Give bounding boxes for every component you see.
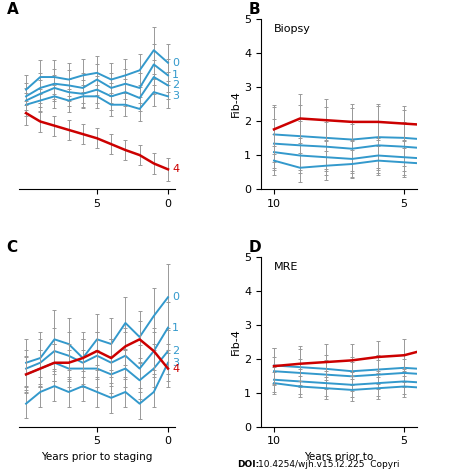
Text: Biopsy: Biopsy [273,24,310,34]
Text: C: C [7,240,18,255]
Text: 0: 0 [172,292,179,302]
Text: 4: 4 [172,364,179,374]
Text: 4: 4 [172,164,179,174]
Text: 1: 1 [172,70,179,81]
Text: MRE: MRE [273,262,298,272]
Text: 2: 2 [172,346,179,356]
X-axis label: Years prior to staging: Years prior to staging [41,452,153,462]
Text: 1: 1 [172,323,179,333]
Text: B: B [248,2,260,17]
Y-axis label: Fib-4: Fib-4 [231,91,241,118]
Text: A: A [7,2,18,17]
Y-axis label: Fib-4: Fib-4 [231,328,241,355]
X-axis label: Years prior to: Years prior to [304,452,374,462]
Text: 3: 3 [172,358,179,368]
Text: 10.4254/wjh.v15.i2.225  Copyri: 10.4254/wjh.v15.i2.225 Copyri [258,460,400,469]
Text: D: D [248,240,261,255]
Text: 2: 2 [172,81,179,91]
Text: DOI:: DOI: [237,460,259,469]
Text: 3: 3 [172,91,179,101]
Text: 0: 0 [172,58,179,68]
